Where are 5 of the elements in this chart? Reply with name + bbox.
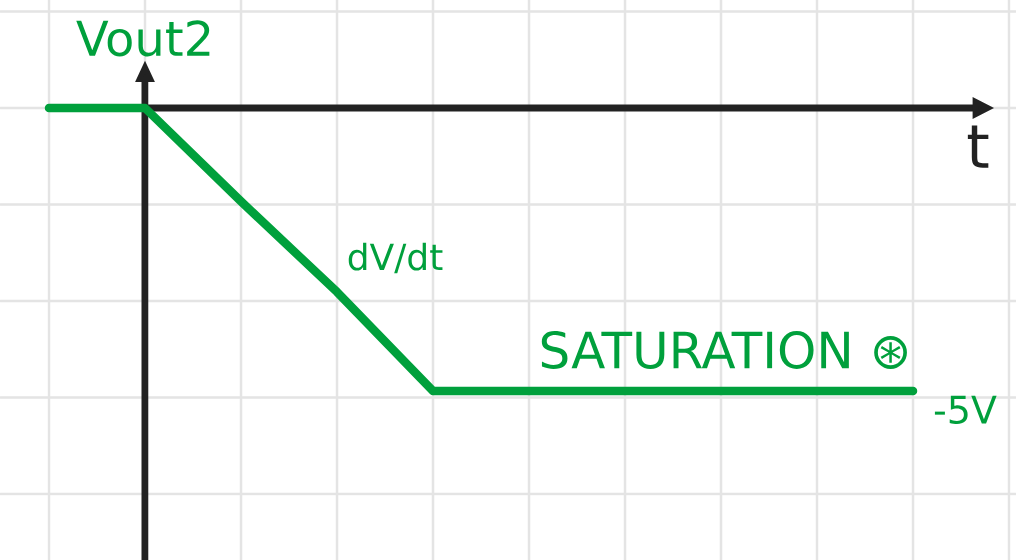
annotation: SATURATION ⊛ — [541, 331, 907, 369]
x-axis-title: t — [967, 125, 989, 168]
y-axis-title: Vout2 — [76, 20, 210, 57]
annotation: dV/dt — [348, 242, 443, 274]
text: -5V — [934, 395, 997, 425]
